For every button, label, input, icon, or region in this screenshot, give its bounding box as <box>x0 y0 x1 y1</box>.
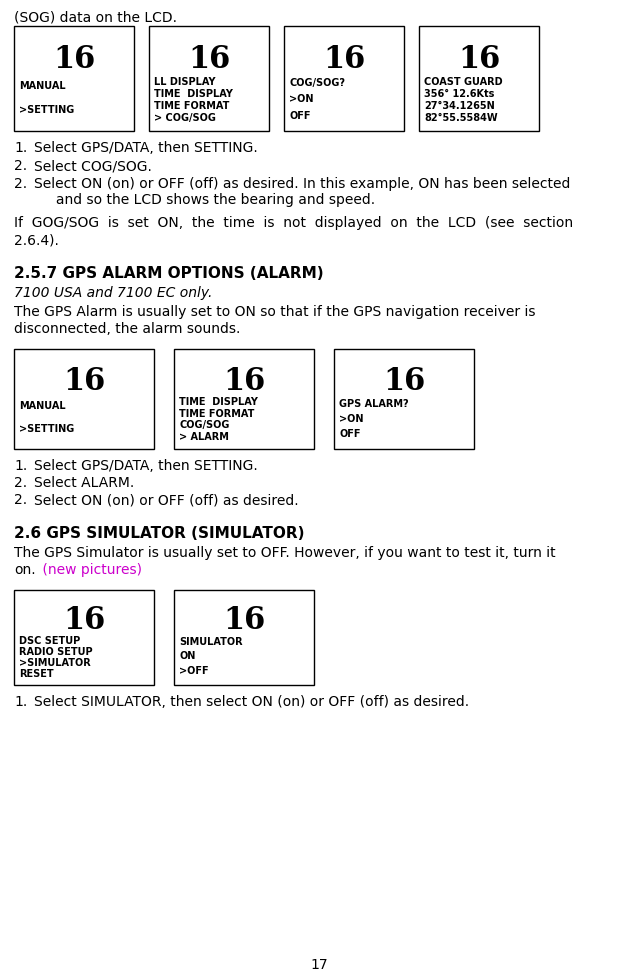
Text: >SETTING: >SETTING <box>19 105 74 115</box>
Text: MANUAL: MANUAL <box>19 80 66 91</box>
Text: Select ON (on) or OFF (off) as desired. In this example, ON has been selected
  : Select ON (on) or OFF (off) as desired. … <box>34 177 570 207</box>
Text: DSC SETUP: DSC SETUP <box>19 636 80 645</box>
Text: 1.: 1. <box>14 695 27 709</box>
Text: The GPS Simulator is usually set to OFF. However, if you want to test it, turn i: The GPS Simulator is usually set to OFF.… <box>14 546 556 560</box>
Text: 16: 16 <box>458 45 500 76</box>
Text: 16: 16 <box>383 365 425 396</box>
Text: 7100 USA and 7100 EC only.: 7100 USA and 7100 EC only. <box>14 286 212 300</box>
Text: 2.6.4).: 2.6.4). <box>14 233 59 247</box>
Text: 82°55.5584W: 82°55.5584W <box>424 113 498 123</box>
Text: Select ON (on) or OFF (off) as desired.: Select ON (on) or OFF (off) as desired. <box>34 493 299 507</box>
FancyBboxPatch shape <box>174 590 314 685</box>
Text: 2.: 2. <box>14 177 27 191</box>
Text: RESET: RESET <box>19 669 54 678</box>
Text: 1.: 1. <box>14 141 27 155</box>
Text: on.: on. <box>14 563 36 577</box>
FancyBboxPatch shape <box>419 26 539 131</box>
Text: >SIMULATOR: >SIMULATOR <box>19 658 91 668</box>
Text: MANUAL: MANUAL <box>19 401 66 411</box>
Text: 16: 16 <box>223 605 265 636</box>
Text: 16: 16 <box>53 45 95 76</box>
FancyBboxPatch shape <box>14 349 154 449</box>
Text: > ALARM: > ALARM <box>179 432 229 442</box>
Text: TIME FORMAT: TIME FORMAT <box>179 409 255 419</box>
Text: RADIO SETUP: RADIO SETUP <box>19 646 93 657</box>
Text: OFF: OFF <box>289 110 311 120</box>
Text: Select COG/SOG.: Select COG/SOG. <box>34 159 152 173</box>
Text: 2.: 2. <box>14 476 27 490</box>
Text: >SETTING: >SETTING <box>19 423 74 434</box>
FancyBboxPatch shape <box>14 26 134 131</box>
Text: TIME FORMAT: TIME FORMAT <box>154 102 230 111</box>
Text: Select ALARM.: Select ALARM. <box>34 476 134 490</box>
Text: 16: 16 <box>323 45 365 76</box>
Text: Select SIMULATOR, then select ON (on) or OFF (off) as desired.: Select SIMULATOR, then select ON (on) or… <box>34 695 469 709</box>
Text: COG/SOG?: COG/SOG? <box>289 78 345 88</box>
FancyBboxPatch shape <box>334 349 474 449</box>
Text: 2.: 2. <box>14 493 27 507</box>
Text: 16: 16 <box>188 45 230 76</box>
Text: COAST GUARD: COAST GUARD <box>424 78 503 87</box>
Text: If  GOG/SOG  is  set  ON,  the  time  is  not  displayed  on  the  LCD  (see  se: If GOG/SOG is set ON, the time is not di… <box>14 216 573 230</box>
Text: The GPS Alarm is usually set to ON so that if the GPS navigation receiver is: The GPS Alarm is usually set to ON so th… <box>14 305 535 319</box>
Text: (SOG) data on the LCD.: (SOG) data on the LCD. <box>14 10 177 24</box>
Text: 2.6 GPS SIMULATOR (SIMULATOR): 2.6 GPS SIMULATOR (SIMULATOR) <box>14 526 304 541</box>
Text: COG/SOG: COG/SOG <box>179 421 230 430</box>
Text: 16: 16 <box>63 365 105 396</box>
Text: > COG/SOG: > COG/SOG <box>154 113 216 123</box>
Text: 16: 16 <box>63 605 105 636</box>
Text: >ON: >ON <box>289 94 313 105</box>
Text: 16: 16 <box>223 365 265 396</box>
Text: Select GPS/DATA, then SETTING.: Select GPS/DATA, then SETTING. <box>34 459 258 473</box>
FancyBboxPatch shape <box>174 349 314 449</box>
Text: 27°34.1265N: 27°34.1265N <box>424 102 494 111</box>
Text: 1.: 1. <box>14 459 27 473</box>
Text: ON: ON <box>179 651 195 662</box>
Text: (new pictures): (new pictures) <box>38 563 142 577</box>
Text: 2.5.7 GPS ALARM OPTIONS (ALARM): 2.5.7 GPS ALARM OPTIONS (ALARM) <box>14 266 323 281</box>
FancyBboxPatch shape <box>14 590 154 685</box>
Text: OFF: OFF <box>339 429 360 439</box>
FancyBboxPatch shape <box>284 26 404 131</box>
Text: Select GPS/DATA, then SETTING.: Select GPS/DATA, then SETTING. <box>34 141 258 155</box>
Text: LL DISPLAY: LL DISPLAY <box>154 78 216 87</box>
Text: >OFF: >OFF <box>179 666 209 676</box>
Text: 2.: 2. <box>14 159 27 173</box>
Text: >ON: >ON <box>339 414 364 423</box>
Text: 356° 12.6Kts: 356° 12.6Kts <box>424 89 494 99</box>
Text: disconnected, the alarm sounds.: disconnected, the alarm sounds. <box>14 322 241 336</box>
Text: GPS ALARM?: GPS ALARM? <box>339 398 408 409</box>
Text: SIMULATOR: SIMULATOR <box>179 637 242 647</box>
Text: TIME  DISPLAY: TIME DISPLAY <box>154 89 233 99</box>
FancyBboxPatch shape <box>149 26 269 131</box>
Text: 17: 17 <box>310 958 328 969</box>
Text: TIME  DISPLAY: TIME DISPLAY <box>179 397 258 407</box>
